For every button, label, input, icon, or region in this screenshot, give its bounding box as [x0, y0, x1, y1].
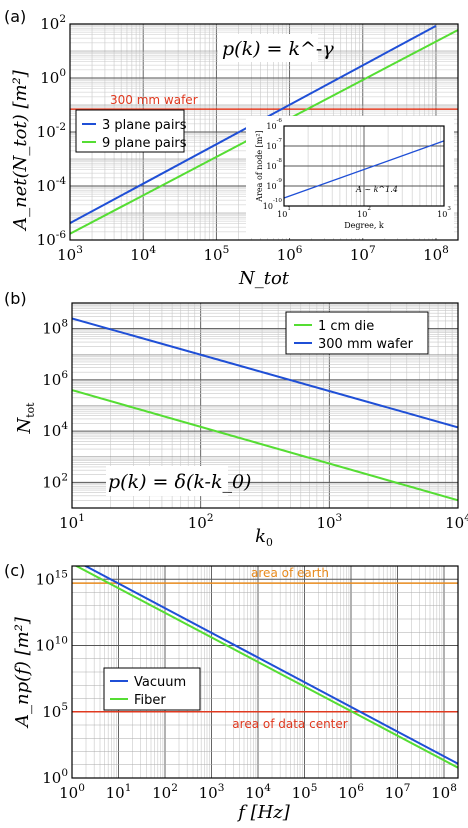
legend-box	[75, 109, 185, 153]
legend: 3 plane pairs 9 plane pairs	[75, 109, 187, 153]
inset-y-tick-label: 10-10	[263, 198, 283, 211]
y-tick-label: 105	[42, 701, 68, 721]
equation-bg	[218, 34, 318, 62]
legend-box	[285, 311, 429, 355]
legend: 1 cm die 300 mm wafer	[285, 311, 429, 355]
panel-label: (b)	[4, 289, 27, 308]
panel-label: (a)	[4, 7, 26, 26]
x-tick-label: 108	[431, 782, 457, 802]
y-axis-label: Ntot	[14, 402, 37, 435]
x-tick-label: 106	[277, 244, 303, 264]
inset-y-tick-label: 10-9	[266, 178, 282, 191]
panel-b: 101 102 103 104 102 104 106 108 (b) Ntot k0 p(k) = …	[4, 289, 468, 549]
equation: p(k) = δ(k-k_0)	[108, 471, 251, 493]
y-tick-label: 100	[40, 67, 66, 87]
x-tick-label: 103	[199, 782, 225, 802]
legend-label: Vacuum	[134, 675, 186, 690]
y-tick-label: 10-4	[37, 175, 67, 195]
y-tick-label: 1015	[36, 568, 68, 588]
y-tick-label: 10-6	[37, 229, 67, 249]
inset-x-tick-label: 103	[437, 206, 451, 219]
x-tick-label: 105	[292, 782, 318, 802]
x-tick-label: 107	[385, 782, 411, 802]
series-line-1	[72, 317, 458, 429]
y-tick-label: 106	[42, 369, 68, 389]
y-tick-label: 100	[42, 767, 68, 787]
legend-label: 300 mm wafer	[318, 337, 414, 352]
x-tick-label: 105	[203, 244, 229, 264]
equation: p(k) = k^-γ	[222, 38, 334, 60]
inset: 101 102 103 10-10 10-9 10-8 10-7 10-6 Degree, k A…	[246, 116, 454, 238]
earth-label: area of earth	[251, 566, 329, 580]
inset-y-tick-label: 10-6	[266, 118, 282, 131]
inset-x-axis-label: Degree, k	[344, 221, 384, 230]
legend-label: 9 plane pairs	[102, 136, 187, 151]
x-axis-label: N_tot	[238, 268, 290, 289]
legend-box	[103, 667, 201, 711]
series-line-1	[74, 566, 458, 769]
y-tick-label: 1010	[36, 635, 68, 655]
panel-label: (c)	[4, 561, 25, 580]
inset-y-axis-label: Area of node [m²]	[255, 130, 264, 202]
x-tick-label: 101	[59, 512, 85, 532]
x-tick-label: 103	[316, 512, 342, 532]
x-tick-label: 102	[152, 782, 178, 802]
inset-x-tick-label: 102	[357, 206, 371, 219]
x-tick-label: 107	[350, 244, 376, 264]
y-tick-label: 10-2	[37, 121, 66, 141]
plot-frame	[69, 23, 459, 241]
y-tick-label: 108	[42, 318, 68, 338]
inset-series-line	[283, 140, 445, 199]
x-tick-label: 101	[106, 782, 132, 802]
y-axis-label: A_np(f) [m²]	[12, 616, 33, 729]
x-tick-label: 104	[130, 244, 156, 264]
plot-frame	[71, 302, 459, 509]
y-tick-label: 104	[42, 420, 68, 440]
x-axis-label: f [Hz]	[236, 802, 291, 823]
legend-label: 1 cm die	[318, 319, 374, 334]
inset-y-tick-label: 10-7	[266, 138, 282, 151]
legend: Vacuum Fiber	[103, 667, 201, 711]
x-tick-label: 106	[338, 782, 364, 802]
legend-label: Fiber	[134, 693, 166, 708]
inset-y-tick-label: 10-8	[266, 158, 282, 171]
series-line-0	[83, 566, 458, 765]
datacenter-label: area of data center	[232, 717, 347, 731]
equation-bg	[106, 466, 228, 496]
series-line-0	[72, 389, 458, 502]
inset-x-tick-label: 101	[277, 206, 291, 219]
y-axis-label: A_net(N_tot) [m²]	[10, 69, 31, 232]
inset-bg	[246, 116, 454, 238]
plot-frame	[283, 125, 445, 207]
plot-frame	[71, 565, 459, 779]
y-tick-label: 102	[42, 471, 68, 491]
x-axis-label: k0	[255, 526, 273, 549]
x-tick-label: 103	[57, 244, 83, 264]
y-tick-label: 102	[40, 13, 66, 33]
panel-c: area of earth area of data center 100 101 10…	[4, 561, 459, 823]
x-tick-label: 104	[445, 512, 468, 532]
x-tick-label: 104	[245, 782, 271, 802]
x-tick-label: 100	[59, 782, 85, 802]
legend-label: 3 plane pairs	[102, 118, 187, 133]
x-tick-label: 108	[423, 244, 449, 264]
wafer-label: 300 mm wafer	[110, 93, 198, 107]
x-tick-label: 102	[188, 512, 214, 532]
panel-a: 300 mm wafer 103 104 105 106 107 108 10-6 10-4 10…	[4, 7, 459, 289]
inset-annotation: A ~ k^1.4	[355, 185, 398, 194]
